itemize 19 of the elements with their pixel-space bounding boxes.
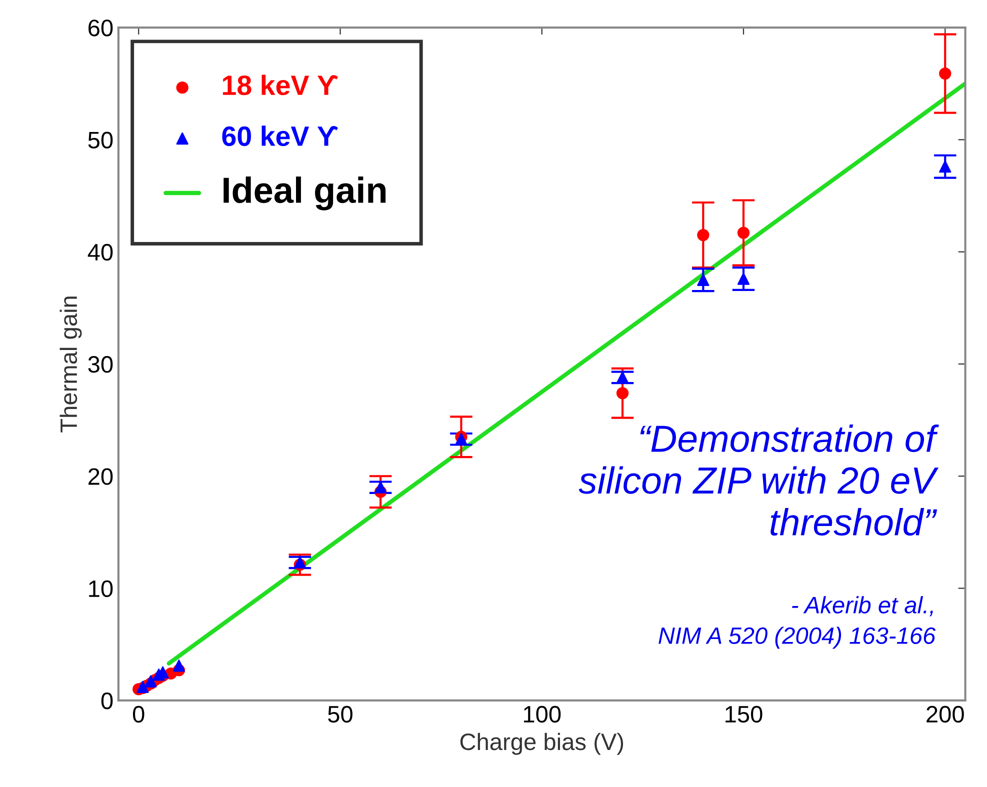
annotation: “Demonstration of silicon ZIP with 20 eV threshold” [578,424,939,536]
annotation: - Akerib et al., NIM A 520 (2004) 163-166 [658,596,936,649]
y-tick-label: 60 [88,20,113,36]
x-axis-title: Charge bias (V) [460,732,624,755]
y-tick-label: 40 [88,244,113,261]
legend-label: Ideal gain [224,176,386,210]
y-tick-label: 10 [89,580,113,598]
y-tick-label: 30 [88,356,113,373]
x-tick-label: 100 [524,706,561,723]
y-tick-label: 20 [88,468,113,485]
legend-label: 18 keV ϒ [222,74,338,96]
x-tick-label: 0 [132,706,144,723]
x-tick-label: 50 [328,706,352,723]
legend-label: 60 keV ϒ [222,126,338,146]
y-tick-label: 50 [88,132,113,148]
x-tick-label: 150 [726,706,762,723]
y-axis-title: Thermal gain [60,296,82,432]
x-tick-label: 200 [926,706,964,723]
y-tick-label: 0 [101,692,113,710]
